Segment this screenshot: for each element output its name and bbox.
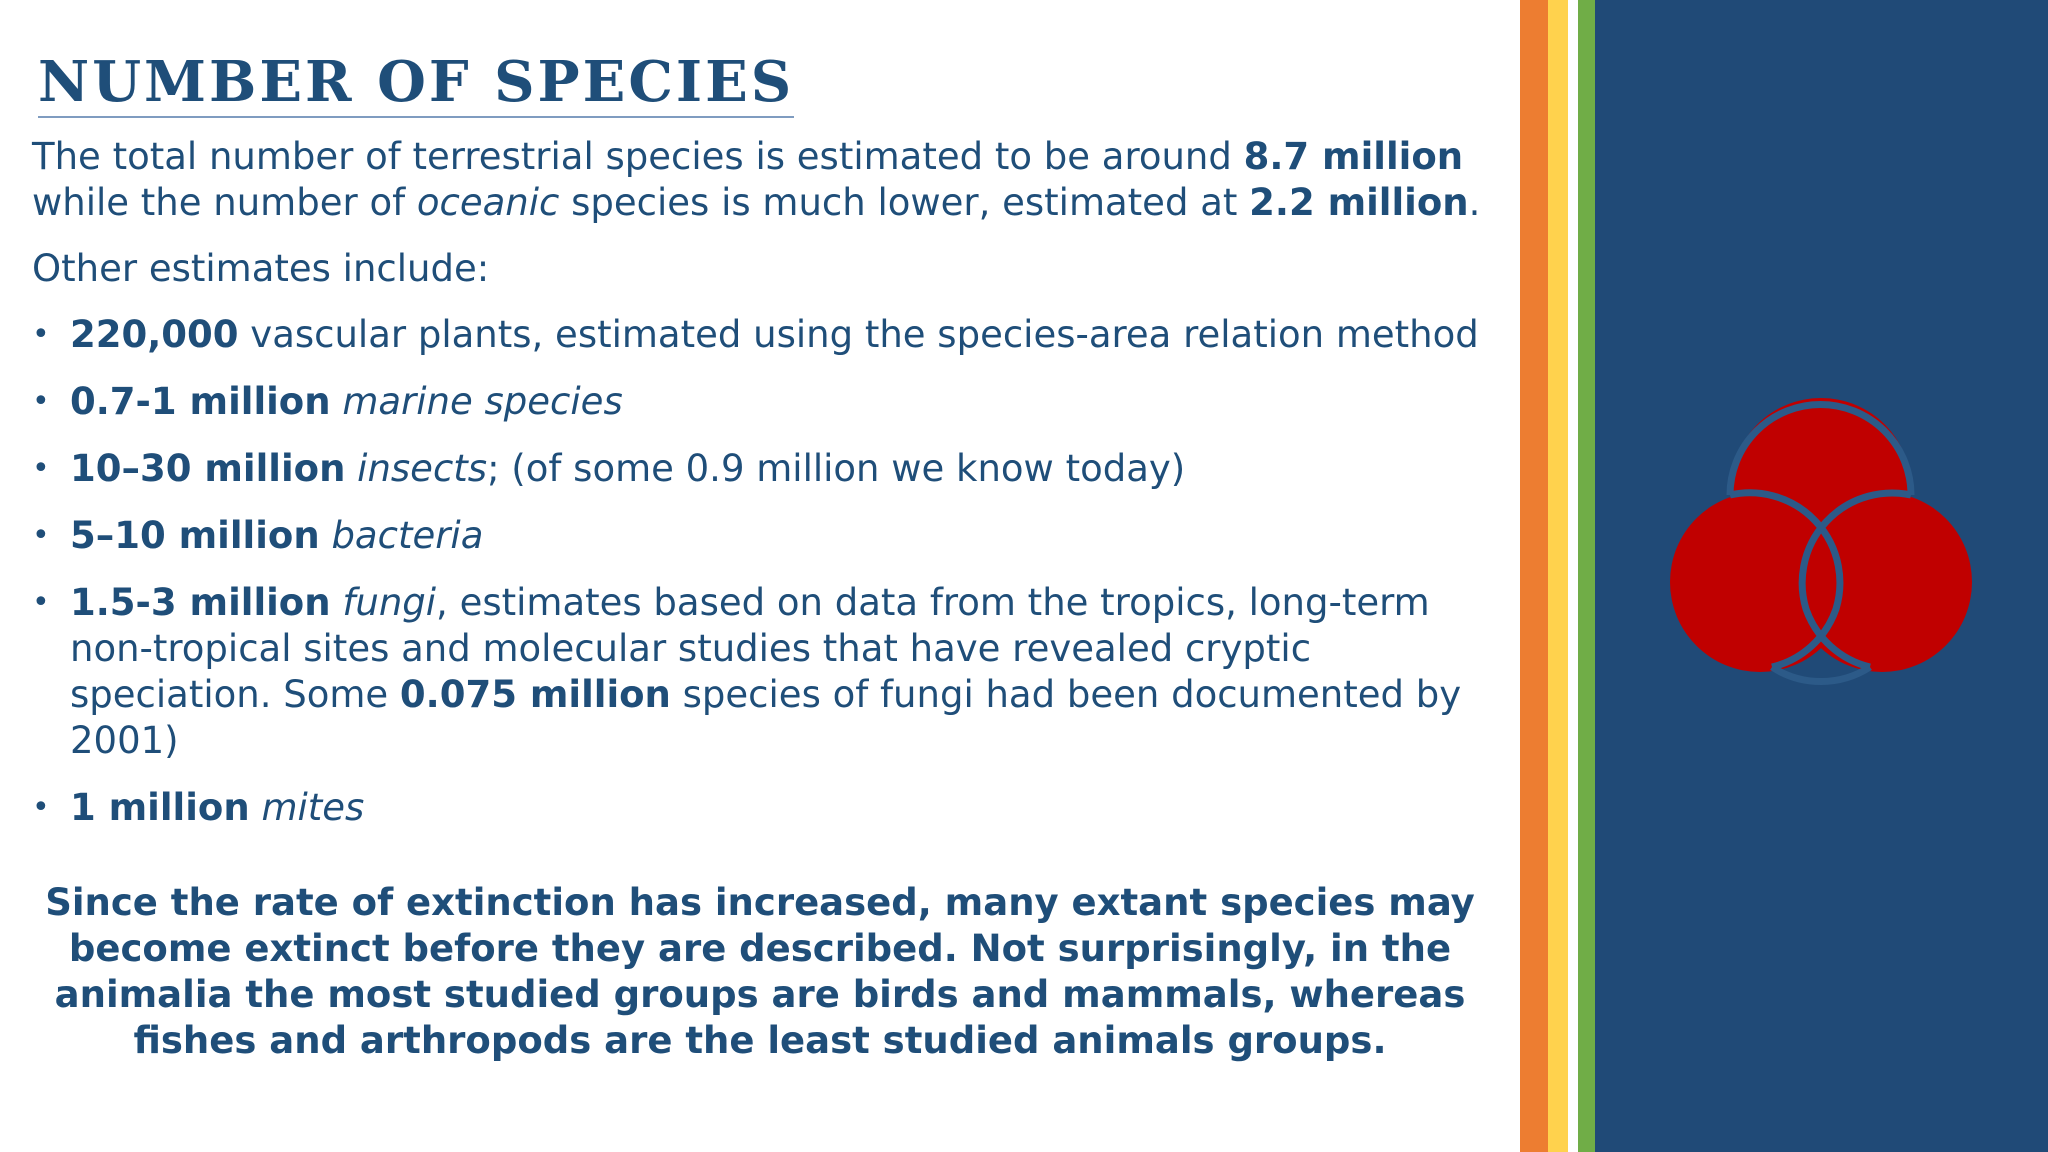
bullet-dot-icon: • [32,384,50,419]
list-item: • 0.7-1 million marine species [32,379,1512,425]
white-gap [1568,0,1578,1152]
bullet-dot-icon: • [32,518,50,553]
estimate-text: ; (of some 0.9 million we know today) [487,447,1186,490]
estimate-text: species of fungi had been documented by … [70,673,1462,762]
list-item: • 5–10 million bacteria [32,513,1512,559]
estimate-value: 1.5-3 million [70,581,331,624]
estimate-text: , estimates based on data from the tropi… [70,581,1430,716]
estimate-group: mites [261,786,365,829]
list-item: • 10–30 million insects; (of some 0.9 mil… [32,446,1512,492]
estimate-value: 1 million [70,786,250,829]
estimate-group: fungi [342,581,437,624]
body-text: The total number of terrestrial species … [32,134,1512,852]
oceanic-count: 2.2 million [1249,181,1469,224]
green-stripe [1578,0,1595,1152]
intro-text: The total number of terrestrial species … [32,135,1244,178]
intro-text: species is much lower, estimated at [559,181,1250,224]
other-estimates-heading: Other estimates include: [32,247,490,290]
estimate-value: 5–10 million [70,514,320,557]
estimate-text: vascular plants, estimated using the spe… [238,313,1479,356]
oceanic-word: oceanic [416,181,560,224]
estimate-value: 0.075 million [399,673,671,716]
slide-title: NUMBER OF SPECIES [38,50,795,119]
slide-content: NUMBER OF SPECIES The total number of te… [32,50,1512,1062]
list-item: • 220,000 vascular plants, estimated usin… [32,312,1512,358]
intro-text: . [1468,181,1481,224]
estimate-group: bacteria [331,514,484,557]
conclusion-text: Since the rate of extinction has increas… [45,881,1475,1062]
bullet-dot-icon: • [32,317,50,352]
estimate-group: insects [357,447,488,490]
estimate-value: 0.7-1 million [70,380,331,423]
estimate-value: 10–30 million [70,447,346,490]
estimate-group: marine species [342,380,623,423]
list-item: • 1 million mites [32,785,1512,831]
intro-text: while the number of [32,181,417,224]
terrestrial-count: 8.7 million [1243,135,1464,178]
orange-stripe [1520,0,1548,1152]
list-item: • 1.5-3 million fungi, estimates based on… [32,580,1512,764]
bullet-dot-icon: • [32,585,50,620]
bullet-dot-icon: • [32,451,50,486]
estimates-list: • 220,000 vascular plants, estimated usin… [32,312,1512,831]
estimate-value: 220,000 [70,313,239,356]
bullet-dot-icon: • [32,790,50,825]
intro-paragraph: The total number of terrestrial species … [32,134,1512,226]
three-circles-logo-icon [1670,398,1972,686]
yellow-stripe [1548,0,1568,1152]
